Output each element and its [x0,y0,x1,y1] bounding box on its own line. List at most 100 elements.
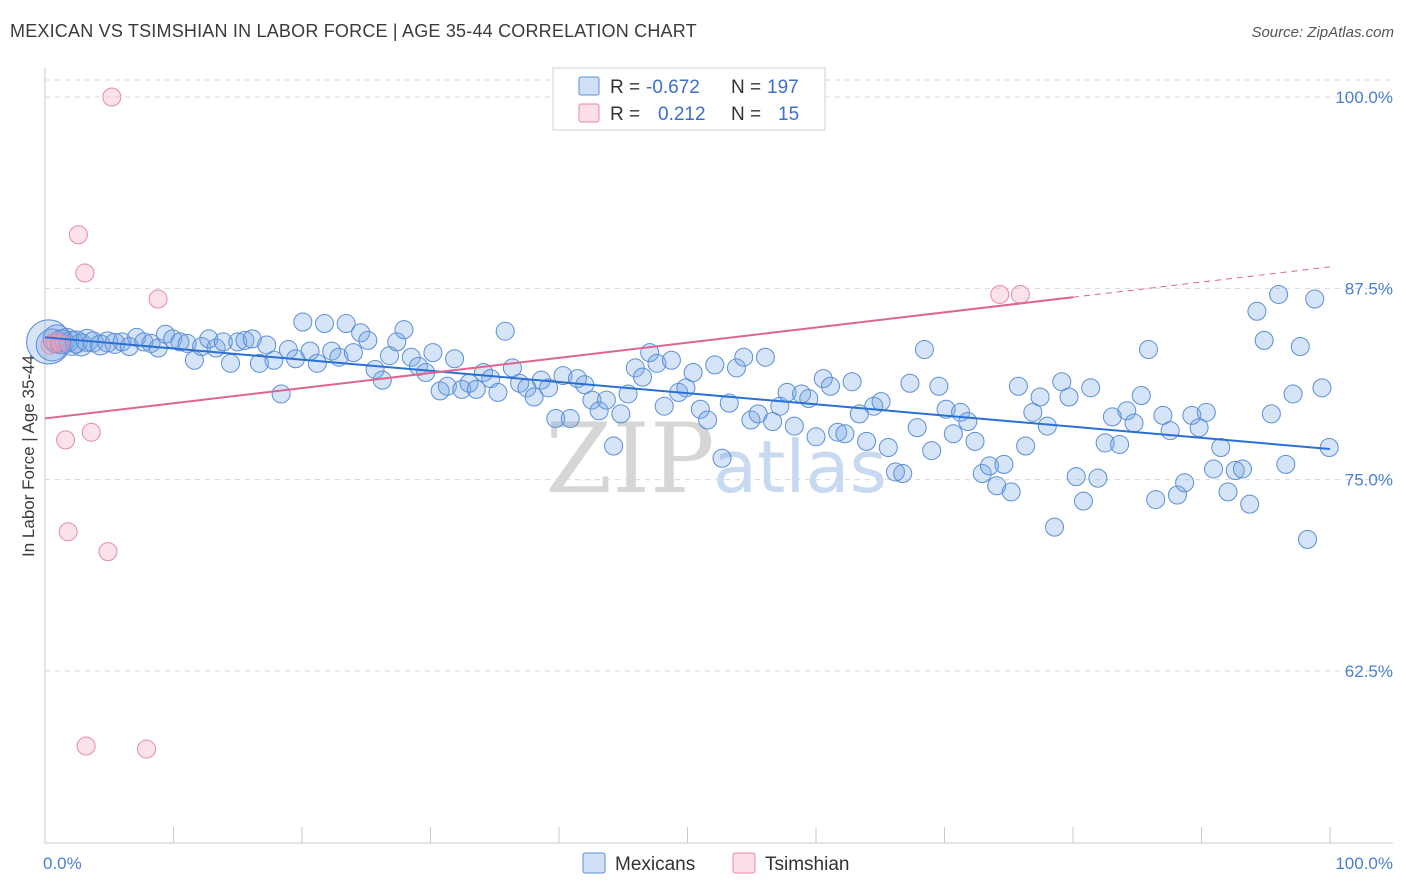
point-tsimshian [58,522,78,542]
point-mexicans [1175,473,1195,493]
point-mexicans [763,412,783,432]
point-mexicans [1073,491,1093,511]
point-mexicans [806,427,826,447]
legend-r-label-mexicans: R = [610,77,640,98]
point-mexicans [1225,460,1245,480]
point-mexicans [1312,378,1332,398]
trend-line-tsimshian [44,296,1074,420]
point-mexicans [1298,529,1318,549]
point-mexicans [1008,376,1028,396]
point-tsimshian [990,284,1010,304]
point-mexicans [1153,405,1173,425]
point-mexicans [351,323,371,343]
point-mexicans [813,369,833,389]
mexicans-points [26,284,1339,549]
point-mexicans [394,320,414,340]
point-mexicans [979,456,999,476]
point-mexicans [1283,384,1303,404]
point-mexicans [293,312,313,332]
point-mexicans [170,332,190,352]
point-mexicans [661,350,681,370]
point-mexicans [987,476,1007,496]
point-mexicans [828,422,848,442]
point-mexicans [1240,494,1260,514]
point-mexicans [1189,418,1209,438]
point-mexicans [820,376,840,396]
point-mexicans [314,314,334,334]
point-mexicans [1124,413,1144,433]
y-tick-labels: 62.5% 75.0% 87.5% 100.0% [1335,88,1393,681]
point-tsimshian [148,289,168,309]
tsimshian-points [40,87,1030,759]
y-tick-label: 75.0% [1345,471,1393,490]
point-mexicans [1204,459,1224,479]
point-mexicans [1276,454,1296,474]
point-mexicans [1001,482,1021,502]
point-mexicans [1030,387,1050,407]
trend-line-tsimshian-extension [1072,266,1331,298]
legend-n-value-tsimshian: 15 [778,104,799,125]
point-mexicans [423,343,443,363]
point-mexicans [726,358,746,378]
point-mexicans [271,384,291,404]
point-mexicans [1131,385,1151,405]
y-tick-label: 87.5% [1345,279,1393,298]
legend-swatch-tsimshian [578,103,600,123]
point-mexicans [958,412,978,432]
point-mexicans [922,441,942,461]
point-mexicans [871,392,891,412]
point-tsimshian [76,736,96,756]
point-tsimshian [68,225,88,245]
point-mexicans [560,408,580,428]
point-mexicans [358,330,378,350]
point-mexicans [264,350,284,370]
point-mexicans [336,314,356,334]
point-mexicans [965,431,985,451]
legend-r-label-tsimshian: R = [610,104,640,125]
point-mexicans [943,424,963,444]
point-mexicans [1146,490,1166,510]
point-mexicans [618,384,638,404]
point-mexicans [647,353,667,373]
bottom-legend-label-tsimshian: Tsimshian [765,854,849,875]
point-mexicans [705,355,725,375]
point-mexicans [654,396,674,416]
point-mexicans [611,404,631,424]
point-mexicans [907,418,927,438]
point-mexicans [228,332,248,352]
bottom-legend-label-mexicans: Mexicans [615,854,695,875]
point-mexicans [994,454,1014,474]
point-tsimshian [75,263,95,283]
point-mexicans [307,353,327,373]
point-mexicans [1052,372,1072,392]
point-mexicans [914,340,934,360]
point-mexicans [690,399,710,419]
point-mexicans [177,333,197,353]
legend-n-label-tsimshian: N = [731,104,761,125]
bottom-legend: Mexicans Tsimshian [582,852,849,875]
point-mexicans [755,347,775,367]
point-mexicans [1290,336,1310,356]
point-tsimshian [56,430,76,450]
gridlines [45,79,1395,672]
point-mexicans [589,401,609,421]
point-mexicans [1247,301,1267,321]
watermark-zip: ZIP [545,403,714,515]
point-tsimshian [81,422,101,442]
point-mexicans [857,431,877,451]
point-mexicans [900,373,920,393]
point-mexicans [886,462,906,482]
point-mexicans [1095,433,1115,453]
point-mexicans [1211,438,1231,458]
point-tsimshian [1010,284,1030,304]
point-mexicans [784,416,804,436]
point-mexicans [1261,404,1281,424]
point-mexicans [1102,407,1122,427]
top-legend: R = -0.672 N = 197 R = 0.212 N = 15 [552,67,826,131]
point-mexicans [596,390,616,410]
legend-n-label-mexicans: N = [731,77,761,98]
x-tick-labels: 0.0% 100.0% [43,854,1393,873]
legend-r-value-mexicans: -0.672 [646,77,700,98]
point-mexicans [604,436,624,456]
point-mexicans [835,424,855,444]
